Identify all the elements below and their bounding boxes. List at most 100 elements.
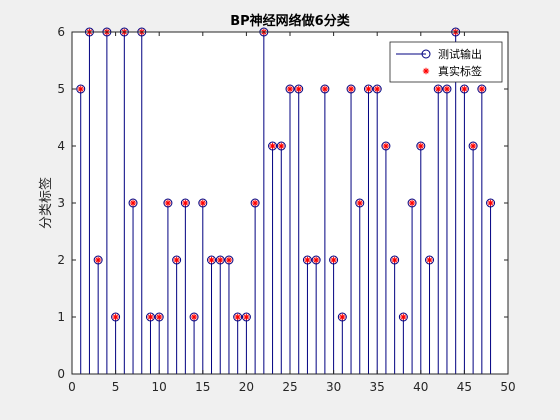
stem-marker (311, 255, 321, 265)
x-tick-label: 5 (112, 380, 120, 394)
stem-marker (372, 84, 382, 94)
stem-marker (320, 84, 330, 94)
true-label-marker (330, 256, 337, 264)
true-label-marker (286, 85, 294, 93)
y-tick-label: 6 (57, 25, 65, 39)
legend-box (389, 41, 503, 83)
y-tick-label: 5 (57, 82, 65, 96)
true-label-marker (312, 256, 320, 264)
stem-marker (346, 84, 356, 94)
true-label-marker (391, 256, 398, 264)
x-tick-label: 40 (413, 380, 428, 394)
stem-marker (180, 198, 190, 208)
stem-marker (172, 255, 182, 265)
true-label-marker (234, 313, 241, 321)
stem-marker (268, 141, 278, 151)
y-tick-label: 2 (57, 253, 65, 267)
stem-marker (477, 84, 487, 94)
y-tick-label: 1 (57, 310, 65, 324)
true-label-marker (199, 199, 206, 207)
stem-marker (154, 312, 164, 322)
true-label-marker (487, 199, 494, 207)
stem-marker (302, 255, 312, 265)
chart-title: BP神经网络做6分类 (230, 13, 350, 29)
true-label-marker (365, 85, 372, 93)
stem-marker (486, 198, 496, 208)
stem-marker (381, 141, 391, 151)
x-tick-label: 35 (370, 380, 385, 394)
stem-marker (233, 312, 243, 322)
true-label-marker (225, 256, 233, 264)
stem-marker (111, 312, 121, 322)
legend-circle-sample (421, 49, 431, 59)
true-label-marker (156, 313, 163, 321)
stem-marker (337, 312, 347, 322)
stem-marker (442, 84, 452, 94)
stem-marker (459, 84, 469, 94)
legend-label-output: 测试输出 (438, 47, 482, 61)
true-label-marker (208, 256, 215, 264)
y-tick-label: 0 (57, 367, 65, 381)
true-label-marker (164, 199, 172, 207)
stem-marker (407, 198, 417, 208)
stem-marker (93, 255, 103, 265)
true-label-marker (182, 199, 189, 207)
stem-marker (363, 84, 373, 94)
true-label-marker (417, 142, 424, 150)
true-label-marker (94, 256, 102, 264)
stem-marker (163, 198, 173, 208)
stem-marker (145, 312, 155, 322)
stem-marker (390, 255, 400, 265)
x-tick-label: 15 (195, 380, 210, 394)
true-label-marker (129, 199, 137, 207)
true-label-marker (400, 313, 407, 321)
stem-marker (285, 84, 295, 94)
true-label-marker (173, 256, 180, 264)
true-label-marker (461, 85, 468, 93)
x-tick-label: 25 (282, 380, 297, 394)
x-tick-label: 50 (500, 380, 515, 394)
y-tick-label: 4 (57, 139, 65, 153)
stem-marker (329, 255, 339, 265)
true-label-marker (278, 142, 285, 150)
stem-marker (433, 84, 443, 94)
true-label-marker (408, 199, 416, 207)
stem-marker (207, 255, 217, 265)
stem-marker (198, 198, 208, 208)
true-label-marker (321, 85, 329, 93)
true-label-marker (147, 313, 154, 321)
y-axis-label: 分类标签 (38, 177, 54, 229)
stem-marker (355, 198, 365, 208)
stem-marker (416, 141, 426, 151)
true-label-marker (374, 85, 381, 93)
stem-marker (294, 84, 304, 94)
stem-lines (80, 32, 492, 374)
true-label-marker (435, 85, 442, 93)
true-label-marker (295, 85, 302, 93)
stem-marker (468, 141, 478, 151)
stem-marker (276, 141, 286, 151)
true-label-marker (469, 142, 477, 150)
legend-asterisk-sample (422, 67, 430, 75)
true-label-marker (77, 85, 84, 93)
true-label-marker (443, 85, 451, 93)
stem-marker (215, 255, 225, 265)
true-label-marker (243, 313, 250, 321)
true-label-marker (190, 313, 198, 321)
true-label-marker (251, 199, 259, 207)
true-label-marker (426, 256, 433, 264)
true-label-marker (356, 199, 363, 207)
true-label-marker (112, 313, 119, 321)
true-label-marker (347, 85, 355, 93)
stem-marker (224, 255, 234, 265)
true-label-marker (478, 85, 486, 93)
x-tick-label: 45 (457, 380, 472, 394)
x-tick-label: 0 (68, 380, 76, 394)
stem-marker (76, 84, 86, 94)
x-tick-label: 30 (326, 380, 341, 394)
stem-marker (128, 198, 138, 208)
true-label-marker (217, 256, 224, 264)
